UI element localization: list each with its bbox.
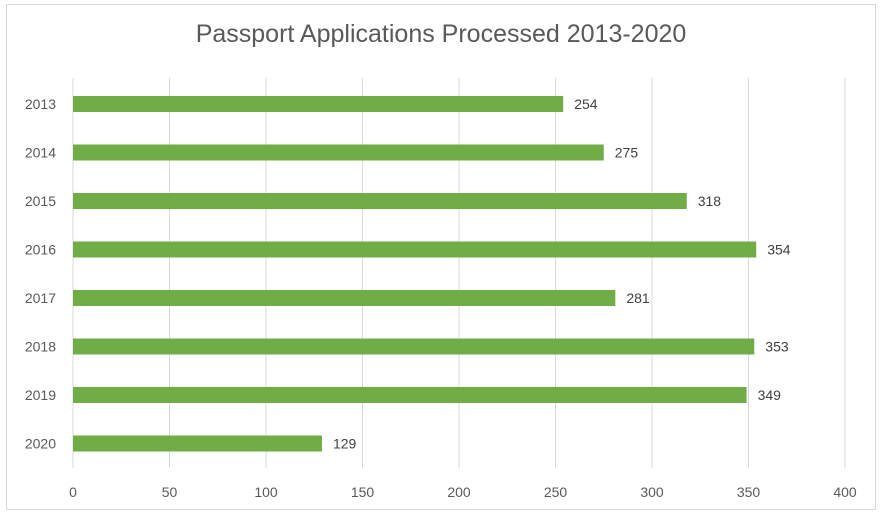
y-category-label: 2020 [25,436,56,452]
y-category-label: 2017 [25,290,56,306]
bar-2015 [73,193,687,209]
data-label-2020: 129 [333,436,357,452]
y-category-label: 2016 [25,242,56,258]
grid-layer [72,78,846,468]
data-label-2015: 318 [698,193,722,209]
x-tick-label: 50 [162,484,178,500]
x-tick-label: 150 [351,484,375,500]
data-label-2019: 349 [758,387,782,403]
x-tick-label: 0 [69,484,77,500]
y-category-label: 2014 [25,145,56,161]
label-layer: 0 50 100 150 200 250 300 350 400 2013 254 2014 275 20… [25,96,857,500]
data-label-2017: 281 [626,290,650,306]
x-tick-label: 250 [544,484,568,500]
bar-2019 [73,387,747,403]
y-category-label: 2018 [25,339,56,355]
bar-2020 [73,435,322,452]
bar-layer [73,96,757,452]
y-category-label: 2019 [25,387,56,403]
data-label-2013: 254 [574,96,598,112]
bar-2018 [73,338,755,355]
chart-title: Passport Applications Processed 2013-202… [195,20,687,48]
x-tick-label: 100 [254,484,278,500]
x-tick-label: 350 [737,484,761,500]
bar-2014 [73,144,604,161]
data-label-2018: 353 [765,339,789,355]
bar-2013 [73,96,564,112]
bar-2017 [73,290,616,306]
y-category-label: 2013 [25,96,56,112]
bar-2016 [73,241,757,258]
x-tick-label: 300 [640,484,664,500]
data-label-2014: 275 [615,145,639,161]
y-category-label: 2015 [25,193,56,209]
data-label-2016: 354 [767,242,791,258]
x-tick-label: 200 [447,484,471,500]
x-tick-label: 400 [833,484,857,500]
